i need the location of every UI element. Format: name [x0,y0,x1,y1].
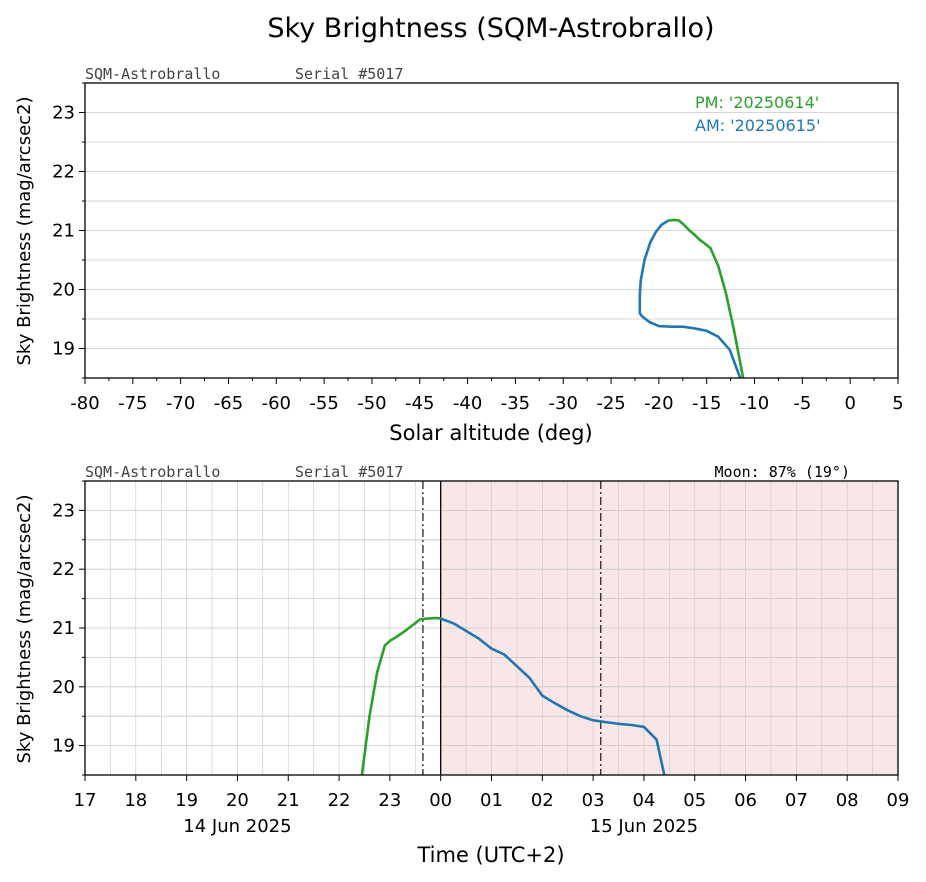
x-tick-label: -60 [262,393,291,414]
x-tick-label: -75 [118,393,147,414]
x-tick-label: 17 [74,790,97,811]
x-tick-label: 20 [226,790,249,811]
x-tick-label: -70 [166,393,195,414]
legend-am: AM: '20250615' [695,116,820,135]
series-line [440,617,666,776]
top-series [638,218,745,379]
bottom-device-name: SQM-Astrobrallo [85,463,220,481]
date-label: 15 Jun 2025 [590,816,698,837]
series-line [638,219,742,379]
y-tick-label: 19 [52,339,75,360]
x-tick-label: -15 [692,393,721,414]
top-x-axis-label: Solar altitude (deg) [389,421,592,445]
y-tick-label: 19 [52,736,75,757]
top-y-axis-label: Sky Brightness (mag/arcsec2) [14,96,35,365]
x-tick-label: 07 [785,790,808,811]
y-tick-label: 21 [52,221,75,242]
figure-title: Sky Brightness (SQM-Astrobrallo) [267,13,714,44]
series-line [360,616,441,776]
x-tick-label: 00 [429,790,452,811]
x-tick-label: 05 [683,790,706,811]
x-tick-label: 09 [887,790,910,811]
x-tick-label: 5 [892,393,903,414]
x-tick-label: 22 [328,790,351,811]
x-tick-label: 18 [124,790,147,811]
bottom-serial: Serial #5017 [295,463,403,481]
x-tick-label: -80 [70,393,99,414]
top-y-ticks: 19 20 21 22 23 [52,82,85,379]
x-tick-label: -5 [793,393,811,414]
x-tick-label: 08 [836,790,859,811]
bottom-series [360,616,666,776]
x-tick-label: -65 [214,393,243,414]
x-tick-label: -50 [357,393,386,414]
x-tick-label: 19 [175,790,198,811]
series-line [668,218,745,379]
bottom-date-labels: 14 Jun 2025 15 Jun 2025 [183,816,698,837]
x-tick-label: 0 [844,393,855,414]
bottom-y-ticks: 19 20 21 22 23 [52,480,85,776]
bottom-x-axis-label: Time (UTC+2) [416,843,564,867]
x-tick-label: 23 [378,790,401,811]
x-tick-label: -30 [549,393,578,414]
legend-pm: PM: '20250614' [695,93,819,112]
x-tick-label: 02 [531,790,554,811]
x-tick-label: -40 [453,393,482,414]
moon-info: Moon: 87% (19°) [715,463,850,481]
y-tick-label: 23 [52,500,75,521]
bottom-y-axis-label: Sky Brightness (mag/arcsec2) [14,494,35,763]
y-tick-label: 22 [52,162,75,183]
solar-altitude-panel: -80 -75 -70 -65 -60 -55 -50 -45 -40 -35 -30 -25 -20-… [14,65,904,445]
x-tick-label: -45 [405,393,434,414]
x-tick-label: 21 [277,790,300,811]
top-x-ticks: -80 -75 -70 -65 -60 -55 -50 -45 -40 -35 -30 -25 -20-… [70,378,904,414]
x-tick-label: -10 [740,393,769,414]
x-tick-label: -25 [596,393,625,414]
y-tick-label: 22 [52,559,75,580]
y-tick-label: 20 [52,280,75,301]
bottom-vlines [422,481,602,775]
x-tick-label: 01 [480,790,503,811]
top-device-name: SQM-Astrobrallo [85,65,220,83]
x-tick-label: 06 [734,790,757,811]
x-tick-label: -35 [501,393,530,414]
y-tick-label: 23 [52,103,75,124]
y-tick-label: 21 [52,618,75,639]
y-tick-label: 20 [52,677,75,698]
x-tick-label: -55 [309,393,338,414]
x-tick-label: 04 [632,790,655,811]
date-label: 14 Jun 2025 [183,816,291,837]
x-tick-label: -20 [644,393,673,414]
top-serial: Serial #5017 [295,65,403,83]
time-panel: 17 18 19 20 21 22 23 00 01 02 03 04 05 06 07 08 09 19 20 2… [14,463,909,867]
x-tick-label: 03 [582,790,605,811]
bottom-x-ticks: 17 18 19 20 21 22 23 00 01 02 03 04 05 06 07 08 09 [74,775,910,811]
